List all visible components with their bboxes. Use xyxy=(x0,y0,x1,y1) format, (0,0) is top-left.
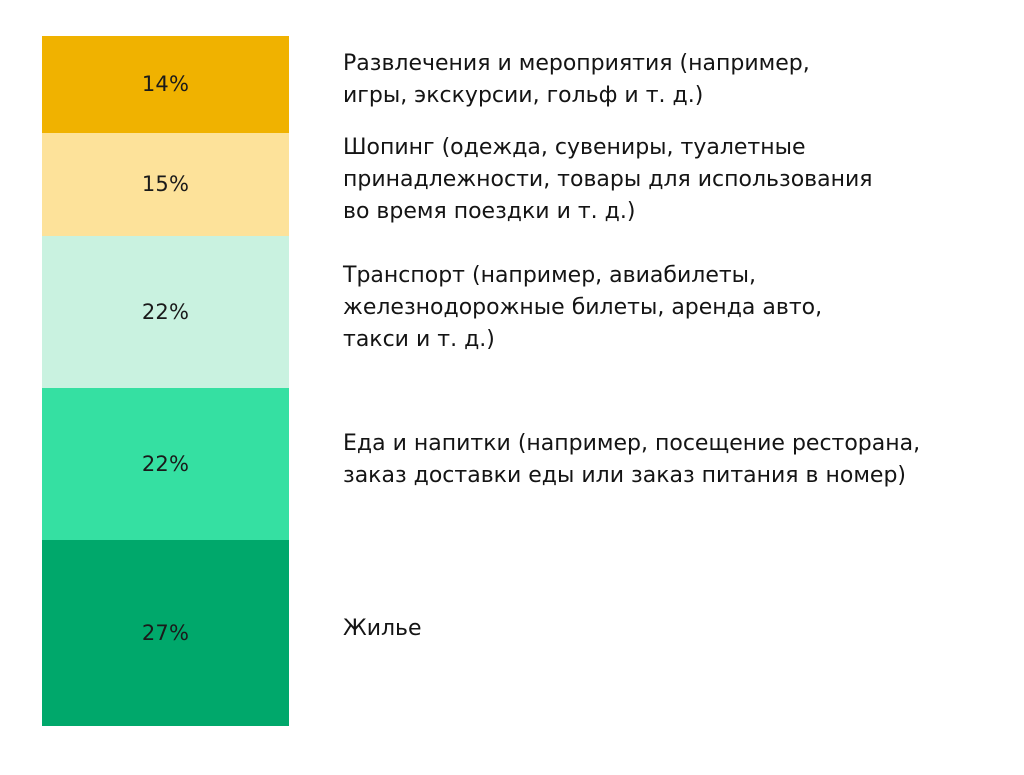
legend-label-food-drinks: Еда и напитки (например, посещение ресто… xyxy=(343,430,921,488)
stacked-bar: 14% 15% 22% 22% 27% xyxy=(42,36,289,726)
segment-value-label: 22% xyxy=(141,299,190,324)
segment-entertainment: 14% xyxy=(42,36,289,133)
legend-label-entertainment: Развлечения и мероприятия (например, игр… xyxy=(343,51,810,109)
segment-value-label: 22% xyxy=(141,451,190,476)
segment-food-drinks: 22% xyxy=(42,387,289,540)
segment-value-label: 27% xyxy=(141,620,190,645)
legend-label-accommodation: Жилье xyxy=(343,615,422,641)
segment-accommodation: 27% xyxy=(42,539,289,726)
segment-value-label: 14% xyxy=(141,72,190,97)
segment-transport: 22% xyxy=(42,236,289,388)
segment-shopping: 15% xyxy=(42,132,289,237)
legend-label-transport: Транспорт (например, авиабилеты, железно… xyxy=(343,263,823,352)
legend-label-shopping: Шопинг (одежда, сувениры, туалетные прин… xyxy=(343,135,873,225)
segment-value-label: 15% xyxy=(141,172,190,197)
